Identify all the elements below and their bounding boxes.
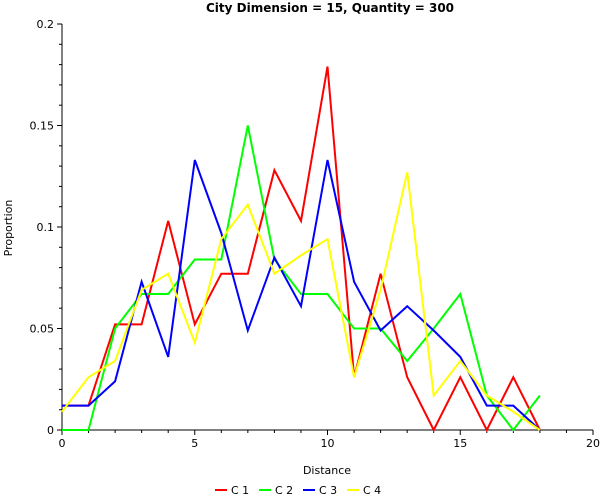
- y-tick-label: 0: [47, 424, 54, 437]
- legend: C 1 C 2 C 3 C 4: [215, 484, 381, 497]
- y-tick-label: 0.2: [37, 18, 55, 31]
- y-tick-label: 0.05: [30, 323, 55, 336]
- series-line-c3: [62, 159, 541, 431]
- x-tick-label: 0: [59, 437, 66, 450]
- x-tick-label: 5: [191, 437, 198, 450]
- legend-label: C 1: [231, 484, 249, 497]
- series-layer: [61, 66, 541, 433]
- x-tick-label: 20: [586, 437, 600, 450]
- y-tick-label: 0.15: [30, 120, 55, 133]
- legend-label: C 4: [363, 484, 381, 497]
- y-tick-label: 0.1: [37, 221, 55, 234]
- axes: 0 5 10 15 20 0 0.05 0.1 0.15 0.2: [30, 18, 600, 450]
- y-axis-label: Proportion: [2, 200, 15, 257]
- chart-title: City Dimension = 15, Quantity = 300: [206, 1, 454, 15]
- series-line-c1: [62, 66, 541, 433]
- x-axis-label: Distance: [303, 464, 351, 477]
- series-line-c4: [61, 171, 541, 431]
- legend-label: C 2: [275, 484, 293, 497]
- x-tick-label: 15: [453, 437, 467, 450]
- series-line-c2: [62, 125, 541, 432]
- legend-label: C 3: [319, 484, 337, 497]
- x-tick-label: 10: [321, 437, 335, 450]
